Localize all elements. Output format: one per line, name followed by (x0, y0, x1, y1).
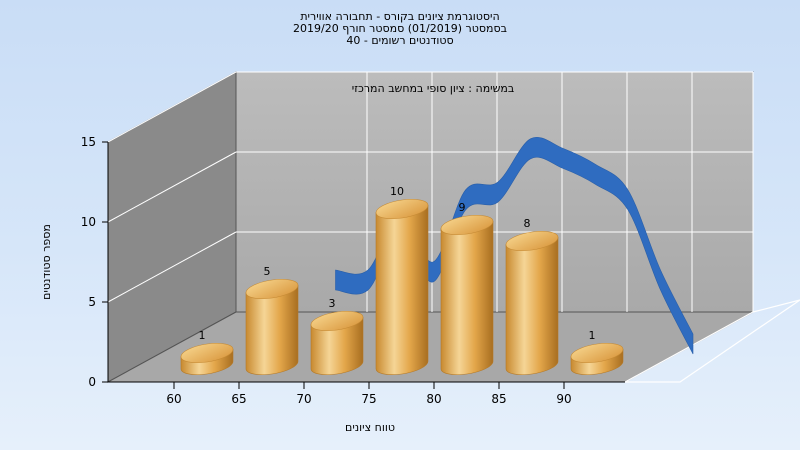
data-label: 1 (589, 329, 596, 342)
x-axis-label: טווח ציונים (345, 421, 395, 434)
bar-top (440, 214, 494, 236)
bar: 8 (505, 217, 559, 375)
gridline-side (107, 151, 237, 223)
y-tick-label: 15 (81, 135, 96, 149)
bar-top (570, 342, 624, 364)
bar-top (310, 310, 364, 332)
bar: 5 (245, 265, 299, 375)
chart-title-line: היסטוגרמת ציונים בקורס - תחבורה אווירית (300, 10, 500, 23)
floor-front-edge (624, 299, 800, 383)
bar-body (310, 317, 364, 375)
x-tick-label: 75 (361, 392, 376, 406)
bar-body (505, 237, 559, 375)
gridline-side (107, 71, 237, 143)
chart-title-line: בסמסטר (01/2019) סמסטר חורף 2019/20 (293, 22, 507, 35)
bar-body (440, 221, 494, 375)
bar-top (180, 342, 234, 364)
data-label: 3 (329, 297, 336, 310)
x-tick-label: 65 (231, 392, 246, 406)
y-tick-label: 10 (81, 215, 96, 229)
bar-body (375, 205, 429, 375)
data-label: 1 (199, 329, 206, 342)
bar: 3 (310, 297, 364, 375)
bar-top (505, 230, 559, 252)
bar: 1 (180, 329, 234, 375)
x-tick-label: 70 (296, 392, 311, 406)
x-tick-label: 80 (426, 392, 441, 406)
bars: 1 5 3 10 9 8 1 (180, 185, 624, 375)
data-label: 5 (264, 265, 271, 278)
bar: 10 (375, 185, 429, 375)
x-tick-label: 90 (556, 392, 571, 406)
bar-body (245, 285, 299, 375)
data-label: 8 (524, 217, 531, 230)
x-tick-label: 60 (166, 392, 181, 406)
data-label: 10 (390, 185, 404, 198)
bar: 9 (440, 201, 494, 375)
data-label: 9 (459, 201, 466, 214)
bar: 1 (570, 329, 624, 375)
chart-title-block: היסטוגרמת ציונים בקורס - תחבורה אווירית … (0, 11, 800, 47)
y-axis-label: מספר סטודנטים (40, 224, 53, 300)
y-tick-label: 5 (88, 295, 96, 309)
chart-title-line: סטודנטים רשומים - 40 (346, 34, 454, 47)
x-tick-label: 85 (491, 392, 506, 406)
bar-top (375, 198, 429, 220)
gridline-side (107, 231, 237, 303)
chart-subtitle: במשימה : ציון סופי במחשב המרכזי (352, 82, 515, 95)
y-tick-label: 0 (88, 375, 96, 389)
bar-top (245, 278, 299, 300)
